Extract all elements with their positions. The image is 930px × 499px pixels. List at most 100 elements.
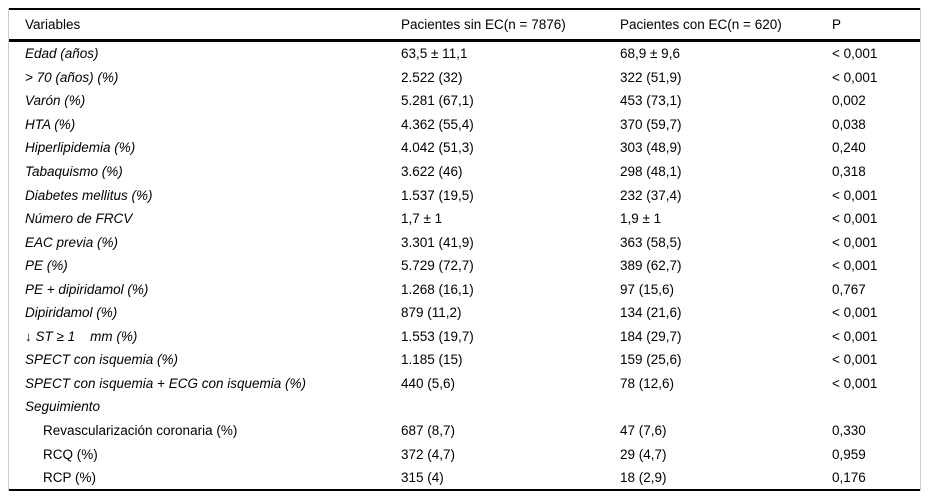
variable-cell: PE + dipiridamol (%)	[25, 281, 149, 297]
p-value-cell: < 0,001	[832, 328, 878, 344]
table-row: HTA (%) 4.362 (55,4) 370 (59,7) 0,038	[9, 113, 920, 137]
table-row: Número de FRCV 1,7 ± 1 1,9 ± 1 < 0,001	[9, 207, 920, 231]
variable-cell: SPECT con isquemia (%)	[25, 352, 179, 368]
p-value-cell: 0,318	[832, 164, 866, 179]
p-value-cell: 0,330	[832, 423, 866, 439]
sin-ec-value-cell: 5.729 (72,7)	[401, 258, 474, 274]
con-ec-value-cell: 184 (29,7)	[620, 328, 682, 344]
sin-ec-value-cell: 63,5 ± 11,1	[401, 46, 468, 62]
con-ec-value-cell: 298 (48,1)	[620, 164, 682, 179]
variable-cell: Seguimiento	[25, 399, 101, 415]
variable-cell: Revascularización coronaria (%)	[43, 423, 238, 439]
table-row: Edad (años) 63,5 ± 11,1 68,9 ± 9,6 < 0,0…	[9, 41, 920, 66]
variable-cell: > 70 (años) (%)	[25, 69, 119, 85]
table-row: RCQ (%) 372 (4,7) 29 (4,7) 0,959	[9, 442, 920, 466]
p-value-cell: < 0,001	[832, 211, 878, 227]
p-value-cell: < 0,001	[832, 46, 878, 62]
p-value-cell: 0,240	[832, 140, 866, 156]
p-value-cell: 0,959	[832, 446, 866, 462]
con-ec-value-cell: 363 (58,5)	[620, 234, 682, 250]
p-value-cell: < 0,001	[832, 69, 878, 85]
variable-cell: Edad (años)	[25, 46, 99, 62]
sin-ec-value-cell: 3.301 (41,9)	[401, 234, 474, 250]
table-row: ↓ ST ≥ 1 mm (%) 1.553 (19,7) 184 (29,7) …	[9, 325, 920, 349]
sin-ec-value-cell: 2.522 (32)	[401, 69, 463, 85]
header-row: Variables Pacientes sin EC(n = 7876) Pac…	[9, 8, 920, 42]
con-ec-value-cell	[620, 395, 832, 419]
table-row: Revascularización coronaria (%) 687 (8,7…	[9, 419, 920, 443]
table-row: Tabaquismo (%) 3.622 (46) 298 (48,1) 0,3…	[9, 160, 920, 184]
con-ec-value-cell: 453 (73,1)	[620, 93, 682, 109]
con-ec-value-cell: 370 (59,7)	[620, 116, 682, 132]
sin-ec-value-cell: 315 (4)	[401, 465, 620, 492]
con-ec-value-cell: 18 (2,9)	[620, 465, 832, 492]
variable-cell: Tabaquismo (%)	[25, 164, 123, 179]
variable-cell: Número de FRCV	[25, 211, 133, 227]
p-value-cell: 0,176	[832, 465, 920, 492]
con-ec-value-cell: 78 (12,6)	[620, 375, 675, 391]
p-value-cell: < 0,001	[832, 305, 878, 321]
p-value-cell: < 0,001	[832, 258, 878, 274]
table-row: Varón (%) 5.281 (67,1) 453 (73,1) 0,002	[9, 89, 920, 113]
table-row: Dipiridamol (%) 879 (11,2) 134 (21,6) < …	[9, 301, 920, 325]
variable-cell: EAC previa (%)	[25, 234, 119, 250]
column-header-sin-ec: Pacientes sin EC(n = 7876)	[401, 8, 620, 42]
sin-ec-value-cell	[401, 395, 620, 419]
con-ec-value-cell: 68,9 ± 9,6	[620, 46, 680, 62]
con-ec-value-cell: 389 (62,7)	[620, 258, 682, 274]
sin-ec-value-cell: 1.553 (19,7)	[401, 328, 474, 344]
variable-cell: Diabetes mellitus (%)	[25, 187, 153, 203]
con-ec-value-cell: 303 (48,9)	[620, 140, 682, 156]
con-ec-value-cell: 97 (15,6)	[620, 281, 675, 297]
sin-ec-value-cell: 3.622 (46)	[401, 164, 463, 179]
con-ec-value-cell: 29 (4,7)	[620, 446, 667, 462]
variable-cell: PE (%)	[25, 258, 68, 274]
table-row: > 70 (años) (%) 2.522 (32) 322 (51,9) < …	[9, 66, 920, 90]
table-row: Seguimiento	[9, 395, 920, 419]
p-value-cell: < 0,001	[832, 352, 878, 368]
variable-cell: ↓ ST ≥ 1 mm (%)	[25, 328, 138, 344]
patient-statistics-table: Variables Pacientes sin EC(n = 7876) Pac…	[9, 8, 920, 492]
variable-cell: Varón (%)	[25, 93, 86, 109]
sin-ec-value-cell: 4.362 (55,4)	[401, 116, 474, 132]
p-value-cell: < 0,001	[832, 234, 878, 250]
variable-cell: RCP (%)	[9, 465, 401, 492]
table-header: Variables Pacientes sin EC(n = 7876) Pac…	[9, 8, 920, 42]
table-row: Hiperlipidemia (%) 4.042 (51,3) 303 (48,…	[9, 136, 920, 160]
sin-ec-value-cell: 1.268 (16,1)	[401, 281, 474, 297]
table-row: SPECT con isquemia (%) 1.185 (15) 159 (2…	[9, 348, 920, 372]
table-row: PE + dipiridamol (%) 1.268 (16,1) 97 (15…	[9, 277, 920, 301]
table-row: SPECT con isquemia + ECG con isquemia (%…	[9, 372, 920, 396]
column-header-con-ec: Pacientes con EC(n = 620)	[620, 8, 832, 42]
statistics-table-container: Variables Pacientes sin EC(n = 7876) Pac…	[8, 8, 921, 492]
variable-cell: RCQ (%)	[43, 446, 98, 462]
p-value-cell: 0,002	[832, 93, 866, 109]
sin-ec-value-cell: 440 (5,6)	[401, 375, 456, 391]
table-row: EAC previa (%) 3.301 (41,9) 363 (58,5) <…	[9, 230, 920, 254]
variable-cell: Hiperlipidemia (%)	[25, 140, 136, 156]
con-ec-value-cell: 1,9 ± 1	[620, 211, 662, 227]
p-value-cell: < 0,001	[832, 375, 878, 391]
table-body: Edad (años) 63,5 ± 11,1 68,9 ± 9,6 < 0,0…	[9, 41, 920, 492]
table-row: PE (%) 5.729 (72,7) 389 (62,7) < 0,001	[9, 254, 920, 278]
con-ec-value-cell: 322 (51,9)	[620, 69, 682, 85]
sin-ec-value-cell: 879 (11,2)	[401, 305, 462, 321]
p-value-cell	[832, 395, 920, 419]
variable-cell: HTA (%)	[25, 116, 76, 132]
column-header-p: P	[832, 8, 920, 42]
p-value-cell: 0,038	[832, 116, 866, 132]
con-ec-value-cell: 159 (25,6)	[620, 352, 682, 368]
variable-cell: SPECT con isquemia + ECG con isquemia (%…	[25, 375, 306, 391]
con-ec-value-cell: 134 (21,6)	[620, 305, 682, 321]
sin-ec-value-cell: 372 (4,7)	[401, 446, 456, 462]
table-row: Diabetes mellitus (%) 1.537 (19,5) 232 (…	[9, 183, 920, 207]
p-value-cell: 0,767	[832, 281, 866, 297]
variable-cell: Dipiridamol (%)	[25, 305, 118, 321]
con-ec-value-cell: 47 (7,6)	[620, 423, 667, 439]
sin-ec-value-cell: 1.185 (15)	[401, 352, 463, 368]
con-ec-value-cell: 232 (37,4)	[620, 187, 682, 203]
sin-ec-value-cell: 5.281 (67,1)	[401, 93, 474, 109]
table-row: RCP (%) 315 (4) 18 (2,9) 0,176	[9, 465, 920, 492]
column-header-variables: Variables	[9, 8, 401, 42]
sin-ec-value-cell: 1,7 ± 1	[401, 211, 443, 227]
